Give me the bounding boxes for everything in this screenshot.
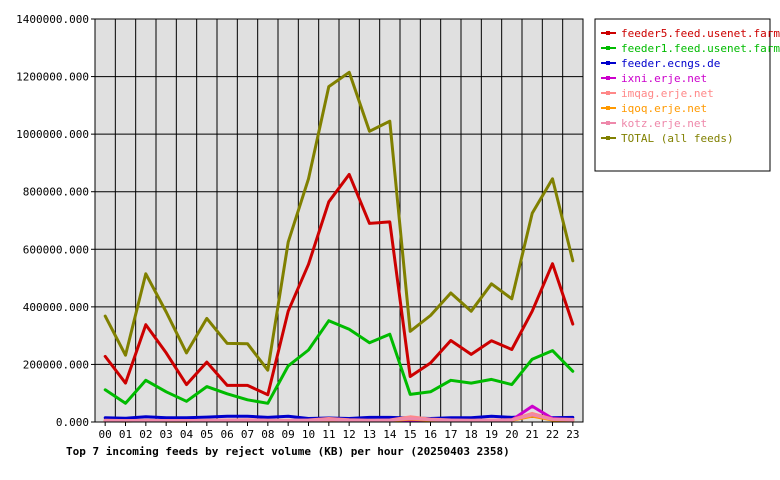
legend: feeder5.feed.usenet.farm feeder1.feed.use… [594,18,780,172]
series-line-feeder1-feed-usenet-farm [103,319,575,405]
series-line-kotz-erje-net [103,413,575,423]
x-tick-label: 06 [221,428,234,441]
x-tick-label: 12 [343,428,356,441]
legend-box [594,18,771,172]
legend-marker [606,136,610,140]
x-tick-label: 13 [363,428,376,441]
x-tick-label: 18 [465,428,478,441]
legend-label: imqag.erje.net [621,87,714,100]
x-tick-label: 01 [119,428,132,441]
legend-item: ixni.erje.net [601,72,707,85]
x-tick-label: 21 [526,428,539,441]
x-tick-label: 09 [282,428,295,441]
x-tick-label: 17 [444,428,457,441]
y-tick-label: 1200000.000 [16,71,89,84]
x-tick-label: 22 [546,428,559,441]
x-axis-ticks: 00 01 02 03 04 05 06 07 08 09 10 11 12 13 14 15 16 17 18 19… [99,422,579,441]
y-tick-label: 1000000.000 [16,128,89,141]
legend-marker [606,106,610,110]
x-tick-label: 04 [180,428,194,441]
y-tick-label: 200000.000 [23,358,89,371]
legend-label: feeder5.feed.usenet.farm [621,27,780,40]
plot-frame [94,18,584,423]
legend-label: ixni.erje.net [621,72,707,85]
x-tick-label: 16 [424,428,437,441]
chart-title: Top 7 incoming feeds by reject volume (K… [66,445,510,458]
x-tick-label: 03 [160,428,173,441]
x-tick-label: 05 [200,428,213,441]
y-tick-label: 600000.000 [23,243,89,256]
legend-item: TOTAL (all feeds) [601,132,734,145]
legend-item: feeder1.feed.usenet.farm [601,42,780,55]
legend-item: iqoq.erje.net [601,102,707,115]
x-tick-label: 08 [261,428,274,441]
legend-label: iqoq.erje.net [621,102,707,115]
legend-marker [606,31,610,35]
legend-marker [606,76,610,80]
y-tick-label: 800000.000 [23,186,89,199]
legend-label: feeder1.feed.usenet.farm [621,42,780,55]
x-tick-label: 10 [302,428,315,441]
legend-item: feeder.ecngs.de [601,57,720,70]
legend-item: kotz.erje.net [601,117,707,130]
y-tick-label: 400000.000 [23,301,89,314]
x-tick-label: 20 [505,428,518,441]
legend-marker [606,121,610,125]
legend-item: imqag.erje.net [601,87,714,100]
y-tick-label: 0.000 [56,416,89,429]
x-tick-label: 00 [99,428,112,441]
series-lines [103,70,575,423]
legend-item: feeder5.feed.usenet.farm [601,27,780,40]
x-tick-label: 14 [383,428,397,441]
legend-marker [606,61,610,65]
y-axis-ticks: 0.000 200000.000 400000.000 600000.000 80000… [16,13,95,429]
x-tick-label: 02 [139,428,152,441]
x-tick-label: 19 [485,428,498,441]
x-tick-label: 23 [566,428,579,441]
legend-label: feeder.ecngs.de [621,57,720,70]
series-line-total-all-feeds- [103,70,575,372]
legend-label: TOTAL (all feeds) [621,132,734,145]
legend-marker [606,91,610,95]
series-line-feeder5-feed-usenet-farm [103,172,575,397]
x-tick-label: 11 [322,428,335,441]
legend-label: kotz.erje.net [621,117,707,130]
y-tick-label: 1400000.000 [16,13,89,26]
x-tick-label: 15 [404,428,417,441]
x-tick-label: 07 [241,428,254,441]
legend-marker [606,46,610,50]
